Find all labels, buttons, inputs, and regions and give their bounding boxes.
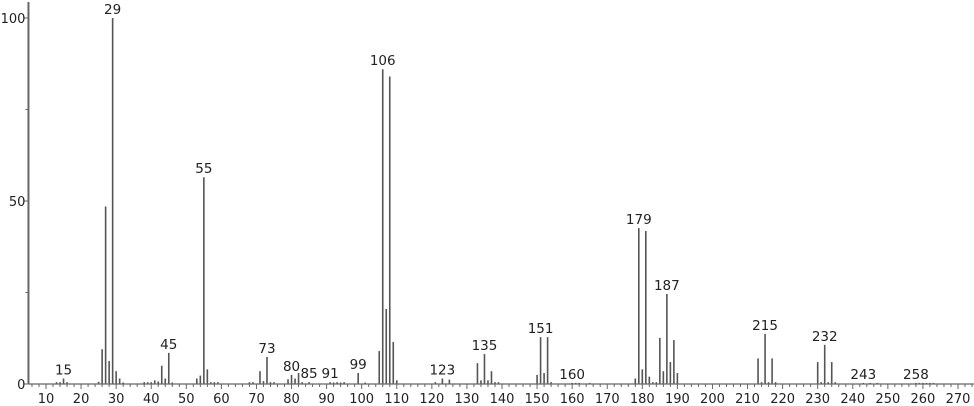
peak-label: 179 [626,212,652,228]
x-tick-label: 110 [384,392,409,406]
x-tick-label: 30 [108,392,125,406]
peak-label: 15 [55,363,72,379]
x-tick-label: 210 [735,392,760,406]
x-tick-label: 250 [875,392,900,406]
x-tick-label: 40 [143,392,160,406]
peak-label: 99 [350,357,367,373]
x-tick-label: 170 [595,392,620,406]
y-tick-label: 100 [1,12,26,27]
x-tick-label: 100 [349,392,374,406]
x-tick-label: 120 [419,392,444,406]
peak-bars [55,18,935,384]
peak-label: 135 [472,338,498,354]
x-tick-label: 230 [805,392,830,406]
peak-label: 258 [903,367,929,383]
x-tick-label: 190 [665,392,690,406]
x-tick-label: 260 [911,392,936,406]
peak-label: 85 [300,366,317,382]
x-tick-label: 20 [73,392,90,406]
x-tick-label: 50 [178,392,195,406]
x-tick-label: 140 [490,392,515,406]
peak-label: 232 [812,329,838,345]
x-tick-label: 240 [840,392,865,406]
y-tick-label: 0 [17,378,25,393]
x-tick-label: 80 [283,392,300,406]
peak-label: 73 [258,341,275,357]
x-tick-label: 130 [455,392,480,406]
peak-labels: 15 29 45 55 73 80 85 91 99 106 123 135 151 160 179 187 2… [55,2,929,383]
axis-ticks: 10 20 30 40 50 60 70 80 90 100 110 120 130 140 150 160 1… [1,12,973,406]
peak-label: 187 [654,278,680,294]
x-tick-label: 70 [248,392,265,406]
peak-label: 243 [850,367,876,383]
peak-label: 80 [283,359,300,375]
x-tick-label: 270 [946,392,971,406]
x-tick-label: 220 [770,392,795,406]
peak-label: 45 [160,337,177,353]
x-tick-label: 200 [700,392,725,406]
x-tick-label: 150 [525,392,550,406]
peak-label: 123 [429,363,455,379]
peak-label: 29 [104,2,121,18]
peak-label: 215 [752,318,778,334]
peak-label: 106 [370,53,396,69]
x-tick-label: 10 [38,392,55,406]
x-tick-label: 160 [560,392,585,406]
x-tick-label: 60 [213,392,230,406]
peak-label: 55 [195,161,212,177]
y-tick-label: 50 [9,195,26,210]
peak-label: 91 [322,366,339,382]
peak-label: 151 [528,321,554,337]
peak-label: 160 [559,367,585,383]
x-tick-label: 90 [318,392,335,406]
x-tick-label: 180 [630,392,655,406]
